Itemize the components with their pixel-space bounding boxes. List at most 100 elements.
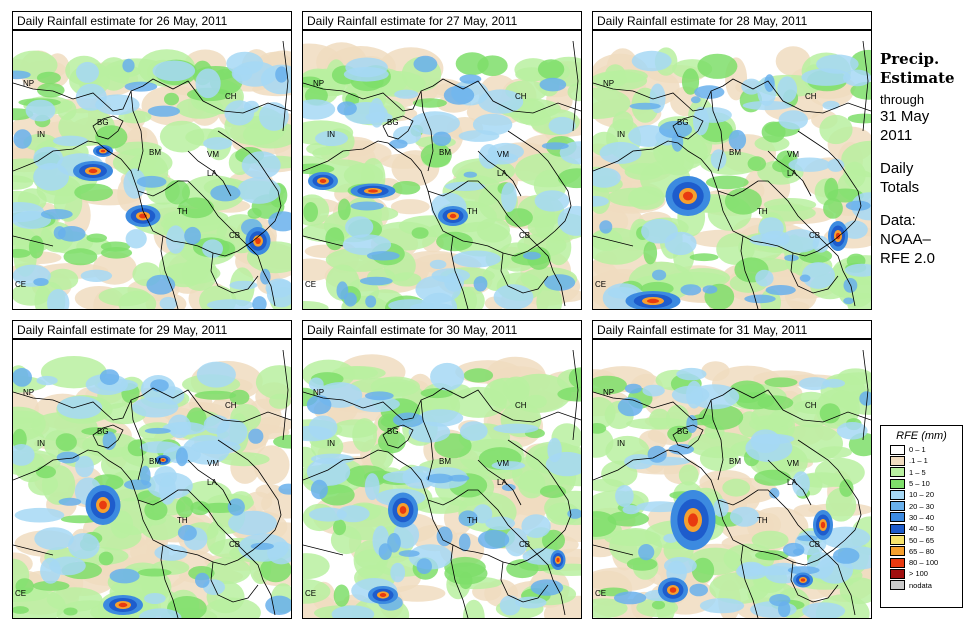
rain-patch (350, 201, 384, 211)
country-label-ch: CH (515, 401, 527, 410)
rain-patch (676, 367, 707, 381)
country-border (130, 90, 144, 172)
rain-patch (836, 422, 868, 440)
rain-patch (122, 58, 135, 73)
rain-patch (34, 527, 74, 551)
country-label-bg: BG (387, 427, 399, 436)
rain-patch (787, 566, 820, 575)
heavy-rain-core (379, 593, 387, 597)
country-border (710, 399, 724, 481)
rain-patch (203, 137, 233, 150)
country-border (790, 561, 839, 603)
country-border (210, 561, 259, 603)
rain-patch (477, 530, 510, 549)
country-border (13, 449, 179, 618)
country-border (500, 561, 549, 603)
rain-patch (593, 426, 614, 458)
rain-patch (806, 552, 835, 579)
rain-patch (452, 250, 501, 268)
rain-patch (252, 296, 267, 309)
rain-patch (144, 593, 166, 604)
rain-patch (485, 516, 516, 531)
rain-patch (218, 452, 270, 467)
heavy-rain-core (800, 578, 806, 582)
rain-patch (194, 390, 237, 400)
panel-title: Daily Rainfall estimate for 28 May, 2011 (592, 11, 872, 30)
rain-patch (506, 373, 572, 413)
rain-patch (203, 597, 261, 618)
legend-swatch (890, 501, 905, 512)
rain-patch (799, 274, 811, 282)
rain-patch (392, 412, 424, 428)
heavy-rain-core (99, 500, 107, 510)
rain-patch (557, 168, 581, 189)
country-label-bm: BM (729, 148, 741, 157)
country-label-np: NP (603, 388, 614, 397)
rain-patch (176, 496, 194, 518)
heavy-rain-core (161, 458, 165, 462)
rain-patch (359, 276, 393, 286)
rain-patch (534, 190, 570, 212)
rain-patch (102, 431, 117, 451)
rain-patch (365, 295, 377, 308)
country-border (382, 424, 414, 449)
rain-patch (599, 141, 642, 164)
rain-patch (755, 550, 789, 561)
country-border (500, 252, 549, 294)
rain-patch (802, 602, 846, 618)
panel-2: Daily Rainfall estimate for 27 May, 2011… (302, 11, 584, 311)
country-label-ce: CE (15, 280, 26, 289)
panel-title: Daily Rainfall estimate for 30 May, 2011 (302, 320, 582, 339)
rain-patch (716, 233, 755, 265)
rain-patch (181, 255, 218, 291)
rain-patch (144, 500, 168, 521)
rain-patch (819, 403, 841, 424)
country-label-bm: BM (729, 457, 741, 466)
rain-patch (259, 102, 289, 131)
rain-patch (159, 120, 205, 153)
rain-patch (443, 85, 475, 105)
rain-patch (455, 52, 489, 76)
rainfall-map: NP CH IN BG BM VM LA TH CB CE (12, 339, 292, 619)
rain-patch (342, 234, 392, 256)
rain-patch (364, 391, 394, 401)
rain-patch (40, 557, 61, 584)
heavy-rain-core (820, 521, 826, 529)
rain-patch (205, 557, 251, 585)
rain-patch (303, 579, 331, 604)
rain-patch (694, 107, 732, 123)
rain-patch (13, 248, 31, 258)
rain-patch (792, 548, 804, 556)
rain-patch (333, 584, 350, 607)
rain-patch (111, 497, 155, 536)
rain-patch (799, 248, 833, 264)
rain-patch (638, 544, 655, 561)
rain-patch (266, 279, 291, 308)
country-border (13, 387, 291, 423)
rain-patch (76, 61, 99, 83)
rain-patch (608, 187, 661, 207)
legend-item: 65 – 80 (890, 546, 962, 557)
rain-patch (649, 408, 671, 430)
country-label-bg: BG (677, 427, 689, 436)
rain-patch (568, 367, 581, 388)
rain-patch (13, 70, 31, 80)
legend-label: 65 – 80 (909, 546, 935, 556)
legend-item: 20 – 30 (890, 500, 962, 512)
rain-patch (514, 596, 547, 609)
map-canvas: NP CH IN BG BM VM LA TH CB CE (593, 40, 871, 309)
rain-patch (788, 157, 831, 172)
country-border (767, 459, 812, 506)
rain-patch (617, 397, 643, 417)
rain-patch (58, 497, 82, 506)
heavy-rain-core (449, 213, 457, 219)
rain-patch (505, 208, 533, 228)
rain-patch (821, 526, 871, 549)
rain-patch (109, 568, 140, 584)
rain-patch (518, 470, 546, 499)
country-border (382, 115, 414, 140)
rain-patch (178, 197, 215, 219)
rain-patch (521, 514, 551, 538)
legend-swatch (890, 467, 905, 478)
legend-label: 5 – 10 (909, 479, 930, 489)
